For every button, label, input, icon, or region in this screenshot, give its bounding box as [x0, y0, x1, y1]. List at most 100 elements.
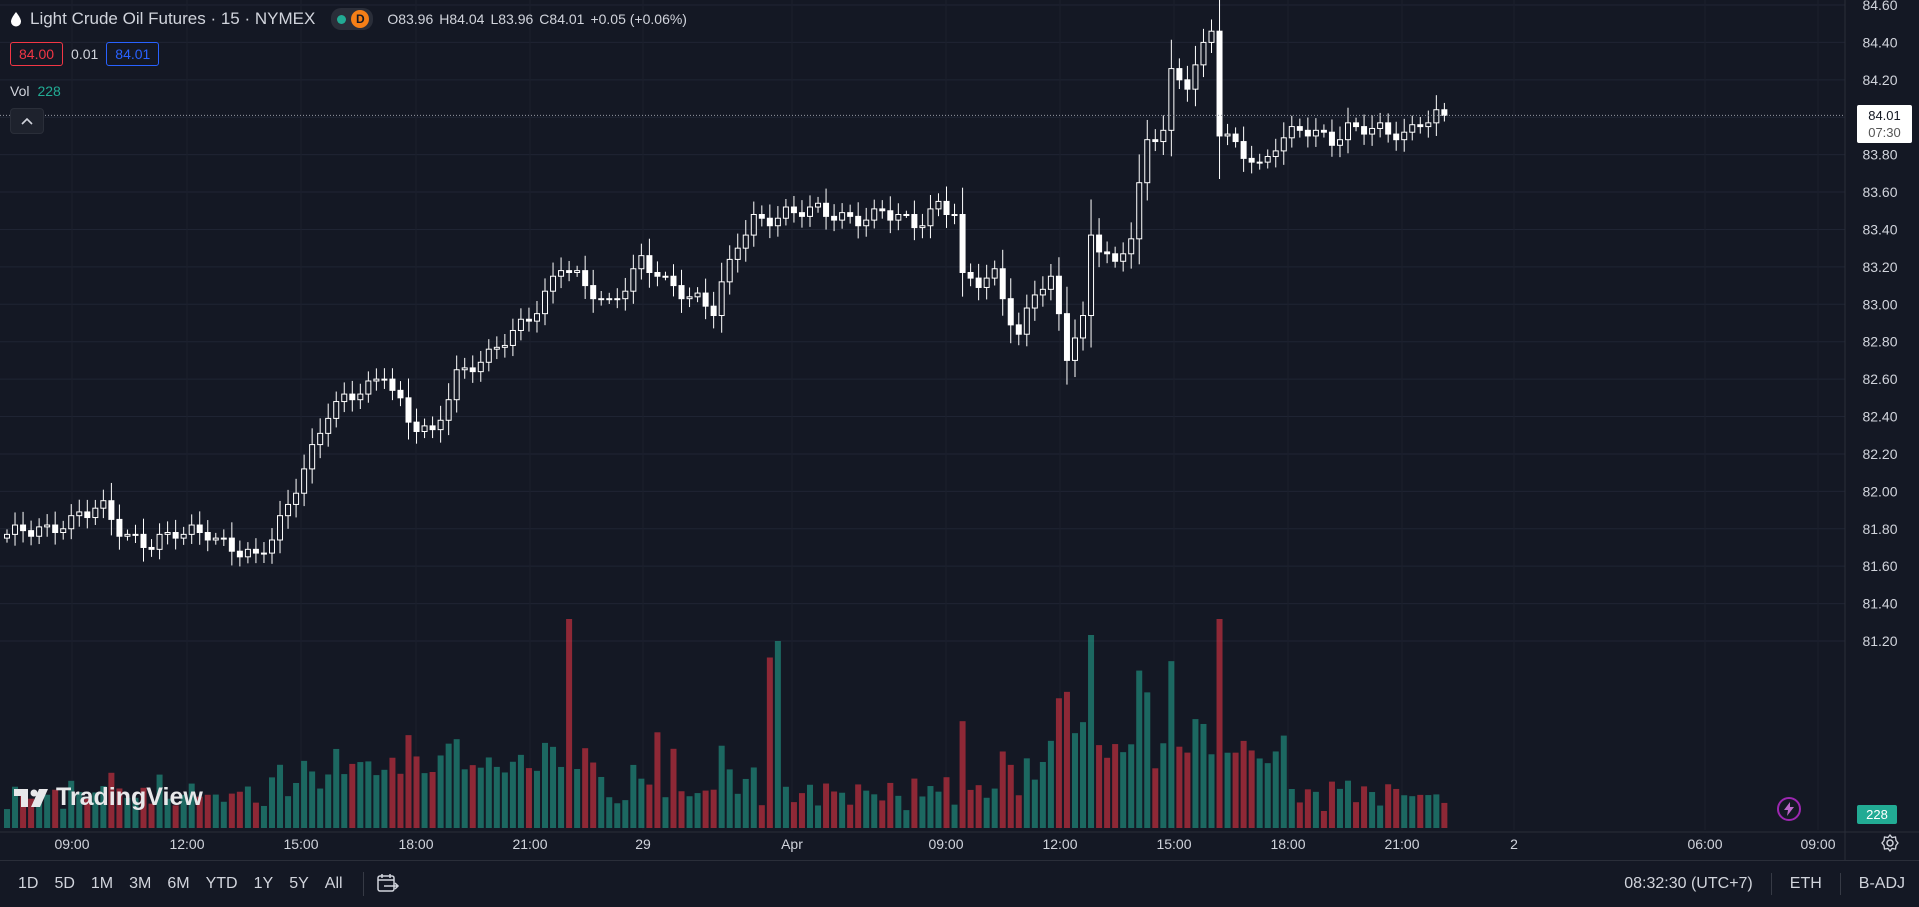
candle: [461, 367, 468, 371]
volume-bar: [301, 760, 308, 828]
range-button-1m[interactable]: 1M: [90, 875, 114, 892]
quote-row: 84.00 0.01 84.01: [10, 42, 160, 66]
volume-bar: [646, 784, 653, 828]
candle: [36, 526, 43, 537]
bottom-toolbar: 1D 5D 1M 3M 6M YTD 1Y 5Y All 08:32:30 (UTC+7) ET…: [0, 860, 1919, 907]
time-tick-label: Apr: [781, 836, 803, 852]
price-tick-label: 84.60: [1862, 0, 1897, 13]
range-button-5d[interactable]: 5D: [54, 875, 75, 892]
candle: [92, 507, 99, 519]
volume-bar: [839, 792, 846, 828]
volume-bar: [180, 794, 187, 828]
close-label: C: [539, 11, 550, 27]
volume-bar: [1015, 795, 1022, 828]
volume-bar: [84, 798, 91, 828]
candle: [293, 492, 300, 505]
price-tick-label: 82.60: [1862, 371, 1897, 387]
candle: [525, 318, 532, 322]
collapse-legend-button[interactable]: [10, 108, 44, 134]
volume-bar: [726, 769, 733, 828]
adjustment-toggle[interactable]: B-ADJ: [1858, 875, 1905, 892]
market-status[interactable]: D: [331, 8, 374, 30]
range-button-ytd[interactable]: YTD: [205, 875, 238, 892]
volume-bar: [823, 783, 830, 828]
volume-bar: [582, 748, 589, 828]
volume-bar: [1240, 740, 1247, 828]
market-open-dot-icon: [337, 14, 347, 24]
candle: [357, 393, 364, 401]
session-toggle[interactable]: ETH: [1789, 875, 1822, 892]
range-button-6m[interactable]: 6M: [167, 875, 190, 892]
candle: [373, 378, 380, 382]
symbol-title[interactable]: Light Crude Oil Futures · 15 · NYMEX: [30, 9, 316, 28]
candle: [1232, 133, 1239, 143]
volume-legend[interactable]: Vol 228: [10, 83, 61, 99]
candle: [815, 202, 822, 208]
candle: [895, 214, 902, 221]
candle: [421, 425, 428, 432]
candle: [1096, 234, 1103, 253]
volume-bar: [1152, 768, 1159, 828]
volume-bar: [1264, 763, 1271, 828]
candle: [1047, 275, 1054, 290]
volume-bar: [1256, 758, 1263, 828]
candle: [485, 348, 492, 363]
toolbar-divider: [362, 872, 364, 896]
volume-bar: [1176, 746, 1183, 828]
buy-button[interactable]: 84.01: [106, 42, 160, 66]
low-label: L: [490, 11, 499, 27]
candle: [710, 305, 717, 317]
volume-bar: [1128, 744, 1135, 828]
volume-bar: [694, 793, 701, 828]
volume-bar: [469, 765, 476, 828]
candle: [694, 292, 701, 298]
volume-bar: [533, 770, 540, 828]
volume-bar: [341, 774, 348, 828]
candle: [758, 214, 765, 219]
clock-timezone[interactable]: 08:32:30 (UTC+7): [1624, 875, 1753, 892]
price-tick-label: 83.00: [1862, 296, 1897, 312]
candle: [678, 285, 685, 300]
volume-bar: [1080, 722, 1087, 828]
range-button-all[interactable]: All: [324, 875, 343, 892]
range-button-1y[interactable]: 1Y: [253, 875, 274, 892]
price-tick-label: 82.80: [1862, 334, 1897, 350]
range-button-5y[interactable]: 5Y: [289, 875, 309, 892]
volume-bar: [1071, 733, 1078, 828]
volume-bar: [204, 794, 211, 828]
sell-button[interactable]: 84.00: [10, 42, 64, 66]
settings-gear-icon[interactable]: [1880, 833, 1900, 853]
range-button-1d[interactable]: 1D: [18, 875, 39, 892]
time-tick-label: 12:00: [1042, 836, 1077, 852]
candle: [823, 202, 830, 217]
candle: [927, 208, 934, 227]
lightning-icon[interactable]: [1777, 797, 1801, 821]
time-tick-label: 21:00: [1384, 836, 1419, 852]
volume-bar: [172, 805, 179, 828]
volume-bar: [758, 805, 765, 828]
price-tick-label: 83.40: [1862, 221, 1897, 237]
volume-bar: [1063, 691, 1070, 828]
volume-bar: [782, 786, 789, 828]
calendar-range-icon[interactable]: [374, 872, 400, 896]
volume-bar: [935, 791, 942, 828]
price-tick-label: 81.40: [1862, 596, 1897, 612]
candle: [1272, 150, 1279, 158]
candle: [1393, 133, 1400, 141]
volume-bar: [678, 791, 685, 828]
candle: [1280, 137, 1287, 152]
volume-bars: [4, 619, 1448, 828]
volume-bar: [1216, 619, 1223, 828]
candle: [879, 208, 886, 212]
volume-bar: [1136, 670, 1143, 828]
candle: [124, 533, 131, 537]
candle: [397, 389, 404, 399]
range-button-3m[interactable]: 3M: [129, 875, 152, 892]
tradingview-logo[interactable]: TradingView: [14, 783, 203, 812]
volume-bar: [927, 786, 934, 828]
volume-bar: [116, 788, 123, 828]
candle: [1063, 313, 1070, 361]
candle: [750, 214, 757, 236]
volume-bar: [991, 788, 998, 828]
